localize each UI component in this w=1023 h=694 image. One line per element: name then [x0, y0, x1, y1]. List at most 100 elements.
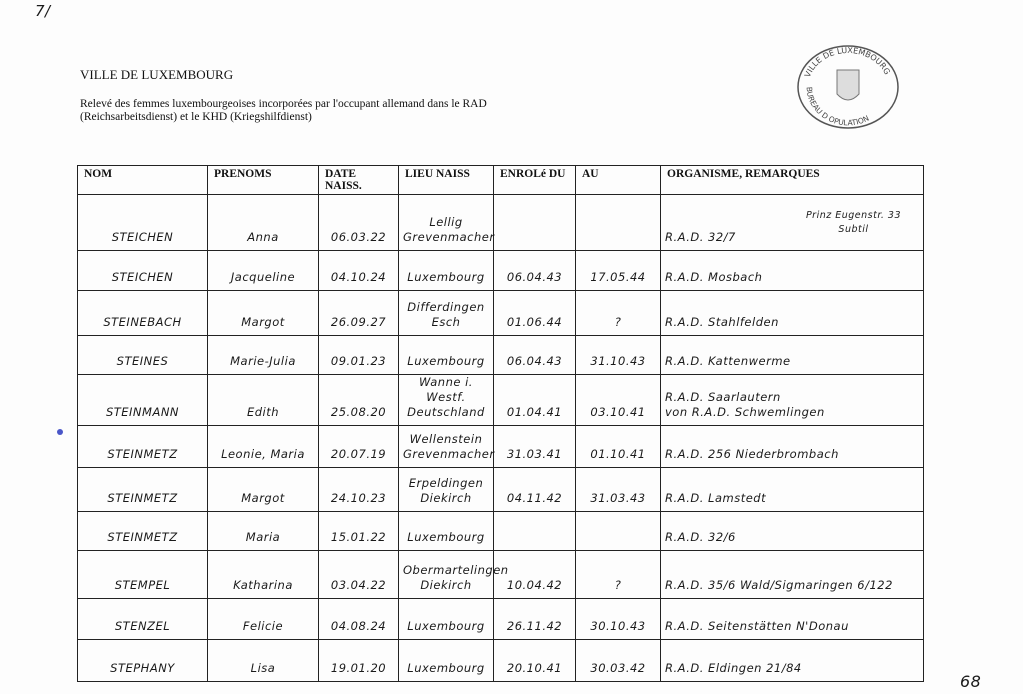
table-row: STEINEBACH Margot 26.09.27 Differdingen Esch… — [77, 290, 924, 336]
cell-au — [575, 511, 661, 551]
cell-organisme-line: R.A.D. Eldingen 21/84 — [665, 661, 802, 675]
cell-date-naiss-text: 09.01.23 — [330, 354, 387, 368]
cell-prenoms: Katharina — [207, 550, 319, 599]
cell-date-naiss: 04.10.24 — [318, 250, 399, 291]
table-row: STEINMANN Edith 25.08.20 Wanne i. Westf. Deu… — [77, 374, 924, 426]
cell-enrole-du-text: 06.04.43 — [506, 354, 563, 368]
cell-au: 30.10.43 — [575, 598, 661, 640]
records-table: NOM PRENOMS DATE NAISS. LIEU NAISS ENROLé DU… — [77, 165, 924, 682]
cell-lieu-naiss-line: Obermartelingen — [403, 563, 509, 577]
cell-prenoms-text: Jacqueline — [230, 270, 296, 284]
cell-lieu-naiss: Wellenstein Grevenmacher — [398, 425, 495, 468]
column-header: ENROLé DU — [493, 165, 576, 195]
cell-lieu-naiss-line: Differdingen — [407, 300, 485, 314]
cell-lieu-naiss-line: Wanne i. Westf. — [419, 375, 473, 404]
cell-nom-text: STEINMETZ — [107, 447, 178, 461]
cell-prenoms: Jacqueline — [207, 250, 319, 291]
table-row: STEMPEL Katharina 03.04.22 Obermartelingen D… — [77, 550, 924, 599]
cell-lieu-naiss: Differdingen Esch — [398, 290, 494, 336]
cell-organisme-line: R.A.D. 32/7 — [665, 230, 736, 244]
cell-lieu-naiss-line: Erpeldingen — [408, 476, 484, 490]
cell-organisme: R.A.D. 32/7 Prinz Eugenstr. 33 Subtil — [660, 194, 924, 251]
cell-lieu-naiss-line: Grevenmacher — [403, 447, 495, 461]
cell-nom-text: STEICHEN — [111, 270, 174, 284]
cell-au-text: 30.10.43 — [590, 619, 646, 633]
cell-nom-text: STEICHEN — [111, 230, 174, 244]
table-row: STEPHANY Lisa 19.01.20 Luxembourg 20.10.41 30… — [77, 639, 924, 682]
cell-lieu-naiss-line: Luxembourg — [407, 530, 485, 544]
cell-enrole-du-text: 10.04.42 — [506, 578, 563, 592]
cell-lieu-naiss-line: Luxembourg — [407, 270, 485, 284]
column-header: AU — [575, 165, 661, 195]
column-header: DATE NAISS. — [318, 165, 399, 195]
cell-nom: STEICHEN — [77, 194, 208, 251]
column-header: ORGANISME, REMARQUES — [660, 165, 924, 195]
cell-organisme-line: R.A.D. Lamstedt — [665, 491, 767, 505]
note-line: Prinz Eugenstr. 33 — [805, 210, 901, 221]
cell-lieu-naiss-line: Grevenmacher — [403, 230, 495, 244]
cell-organisme: R.A.D. Saarlautern von R.A.D. Schwemlinge… — [660, 374, 924, 426]
cell-prenoms-text: Margot — [241, 315, 285, 329]
cell-date-naiss: 19.01.20 — [318, 639, 399, 682]
cell-nom: STEINMETZ — [77, 425, 208, 468]
cell-organisme-line: R.A.D. Mosbach — [665, 270, 763, 284]
cell-enrole-du: 26.11.42 — [493, 598, 576, 640]
cell-lieu-naiss-line: Luxembourg — [407, 354, 485, 368]
cell-organisme: R.A.D. 32/6 — [660, 511, 924, 551]
cell-date-naiss: 25.08.20 — [318, 374, 399, 426]
cell-enrole-du-text: 26.11.42 — [506, 619, 563, 633]
cell-enrole-du: 06.04.43 — [493, 250, 576, 291]
table-row: STEINMETZ Maria 15.01.22 Luxembourg R.A.D. 3… — [77, 511, 924, 551]
cell-au-text: 01.10.41 — [590, 447, 646, 461]
cell-date-naiss: 04.08.24 — [318, 598, 399, 640]
cell-enrole-du — [493, 194, 576, 251]
cell-enrole-du: 01.06.44 — [493, 290, 576, 336]
cell-organisme: R.A.D. Lamstedt — [660, 467, 924, 512]
cell-date-naiss-text: 04.10.24 — [330, 270, 387, 284]
table-row: STEINMETZ Leonie, Maria 20.07.19 Wellenstei… — [77, 425, 924, 468]
cell-lieu-naiss: Luxembourg — [398, 335, 494, 375]
cell-lieu-naiss: Lellig Grevenmacher — [398, 194, 495, 251]
cell-nom: STENZEL — [77, 598, 208, 640]
cell-nom-text: STEINEBACH — [103, 315, 182, 329]
column-header: NOM — [77, 165, 208, 195]
cell-nom-text: STEPHANY — [110, 661, 175, 675]
cell-nom-text: STEINES — [116, 354, 169, 368]
cell-lieu-naiss: Wanne i. Westf. Deutschland — [398, 374, 494, 426]
cell-enrole-du-text: 20.10.41 — [506, 661, 563, 675]
cell-nom-text: STEINMETZ — [107, 491, 178, 505]
cell-date-naiss: 03.04.22 — [318, 550, 399, 599]
cell-enrole-du: 01.04.41 — [493, 374, 576, 426]
cell-lieu-naiss: Erpeldingen Diekirch — [398, 467, 494, 512]
cell-organisme-line: R.A.D. 35/6 Wald/Sigmaringen 6/122 — [665, 578, 893, 592]
note-line: Subtil — [838, 224, 869, 235]
cell-prenoms: Marie-Julia — [207, 335, 319, 375]
cell-au: ? — [575, 290, 661, 336]
cell-au: 30.03.42 — [575, 639, 661, 682]
cell-enrole-du: 31.03.41 — [493, 425, 576, 468]
cell-prenoms: Edith — [207, 374, 319, 426]
document-title: VILLE DE LUXEMBOURG — [80, 67, 234, 82]
table-row: STENZEL Felicie 04.08.24 Luxembourg 26.11.42… — [77, 598, 924, 640]
cell-date-naiss-text: 15.01.22 — [330, 530, 387, 544]
cell-organisme-line: R.A.D. 256 Niederbrombach — [665, 447, 839, 461]
cell-prenoms-text: Leonie, Maria — [221, 447, 305, 461]
column-header: LIEU NAISS — [398, 165, 494, 195]
cell-nom: STEINES — [77, 335, 208, 375]
cell-nom: STEINMETZ — [77, 511, 208, 551]
cell-nom: STEMPEL — [77, 550, 208, 599]
cell-lieu-naiss: Luxembourg — [398, 598, 494, 640]
document-subtitle: Relevé des femmes luxembourgeoises incor… — [80, 98, 487, 123]
cell-lieu-naiss: Obermartelingen Diekirch — [398, 550, 509, 599]
cell-nom: STEINMANN — [77, 374, 208, 426]
cell-au: 31.10.43 — [575, 335, 661, 375]
cell-enrole-du-text: 01.06.44 — [506, 315, 563, 329]
cell-prenoms-text: Marie-Julia — [230, 354, 296, 368]
cell-nom: STEINEBACH — [77, 290, 208, 336]
cell-nom: STEPHANY — [77, 639, 208, 682]
cell-organisme-line: R.A.D. Stahlfelden — [665, 315, 779, 329]
cell-nom-text: STEINMETZ — [107, 530, 178, 544]
cell-date-naiss: 26.09.27 — [318, 290, 399, 336]
cell-nom-text: STEMPEL — [114, 578, 171, 592]
cell-au-text: 17.05.44 — [590, 270, 646, 284]
